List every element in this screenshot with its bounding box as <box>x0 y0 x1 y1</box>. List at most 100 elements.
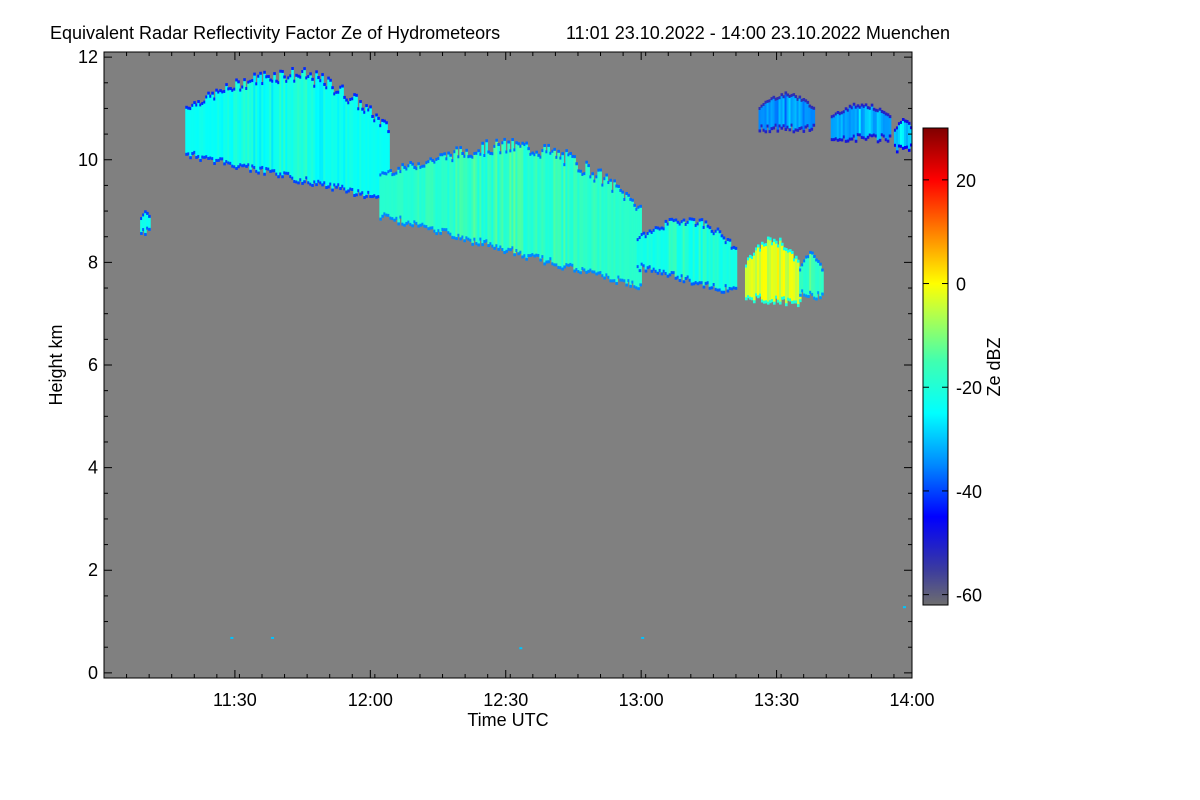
cloud-fringe <box>807 294 810 298</box>
cloud-streak <box>617 186 620 277</box>
cloud-streak <box>782 249 786 298</box>
cloud-fringe <box>790 300 794 304</box>
cloud-fringe <box>399 170 402 174</box>
cloud-fringe <box>403 223 406 227</box>
cloud-streak <box>417 164 420 226</box>
cloud-fringe <box>557 265 560 269</box>
cloud-streak <box>405 169 408 223</box>
cloud-fringe <box>295 180 298 184</box>
cloud-fringe <box>291 176 294 180</box>
cloud-fringe <box>487 150 490 154</box>
cloud-fringe <box>235 166 238 170</box>
cloud-fringe <box>782 296 786 300</box>
cloud-fringe <box>766 236 770 240</box>
cloud-streak <box>819 264 822 298</box>
cloud-streak <box>561 154 564 269</box>
cloud-fringe <box>796 304 800 308</box>
cloud-fringe <box>792 93 796 97</box>
cloud-fringe <box>521 141 524 145</box>
cloud-streak <box>728 240 732 288</box>
cloud-fringe <box>391 217 394 221</box>
cloud-fringe <box>535 150 538 154</box>
cloud-fringe <box>203 100 206 104</box>
cloud-fringe <box>231 164 234 168</box>
cloud-fringe <box>249 79 252 83</box>
cloud-streak <box>317 78 320 181</box>
cloud-fringe <box>197 154 200 158</box>
cloud-fringe <box>281 69 284 73</box>
cloud-streak <box>235 80 238 168</box>
cloud-fringe <box>455 237 458 241</box>
cloud-fringe <box>543 262 546 266</box>
cloud-fringe <box>327 185 330 189</box>
colorbar-tick-label: -40 <box>956 482 982 502</box>
cloud-fringe <box>259 71 262 75</box>
cloud-fringe <box>531 151 534 155</box>
cloud-fringe <box>429 157 432 161</box>
cloud-streak <box>597 170 600 273</box>
cloud-fringe <box>724 284 728 288</box>
cloud-streak <box>708 228 712 288</box>
cloud-fringe <box>499 151 502 155</box>
cloud-fringe <box>746 295 750 299</box>
cloud-fringe <box>868 106 872 110</box>
cloud-fringe <box>391 173 394 177</box>
cloud-streak <box>804 101 808 127</box>
cloud-fringe <box>852 134 856 138</box>
cloud-fringe <box>680 220 684 224</box>
cloud-streak <box>817 261 820 293</box>
cloud-fringe <box>656 271 660 275</box>
cloud-fringe <box>185 152 188 156</box>
cloud-fringe <box>770 299 774 303</box>
cloud-fringe <box>447 151 450 155</box>
cloud-fringe <box>796 259 800 263</box>
cloud-fringe <box>870 134 874 138</box>
cloud-fringe <box>650 230 654 234</box>
cloud-fringe <box>903 146 907 150</box>
cloud-fringe <box>694 281 698 285</box>
cloud-streak <box>539 157 542 260</box>
cloud-fringe <box>531 253 534 257</box>
cloud-fringe <box>367 190 370 194</box>
cloud-fringe <box>907 121 911 125</box>
cloud-streak <box>487 152 490 246</box>
cloud-fringe <box>144 210 147 214</box>
cloud-fringe <box>269 78 272 82</box>
cloud-fringe <box>429 226 432 230</box>
cloud-fringe <box>523 143 526 147</box>
cloud-fringe <box>698 218 702 222</box>
cloud-streak <box>419 167 422 225</box>
cloud-fringe <box>802 129 806 133</box>
cloud-fringe <box>241 164 244 168</box>
cloud-fringe <box>848 104 852 108</box>
cloud-streak <box>477 151 480 245</box>
cloud-fringe <box>187 106 190 110</box>
cloud-fringe <box>217 90 220 94</box>
y-tick-label: 0 <box>88 663 98 683</box>
cloud-fringe <box>359 100 362 104</box>
cloud-fringe <box>768 237 772 241</box>
cloud-fringe <box>670 217 674 221</box>
cloud-fringe <box>627 279 630 283</box>
cloud-streak <box>905 122 909 147</box>
cloud-streak <box>629 199 632 286</box>
cloud-fringe <box>784 91 788 95</box>
cloud-fringe <box>189 107 192 111</box>
cloud-fringe <box>650 269 654 273</box>
cloud-streak <box>581 174 584 269</box>
cloud-fringe <box>329 182 332 186</box>
cloud-fringe <box>758 293 762 297</box>
cloud-fringe <box>878 107 882 111</box>
cloud-fringe <box>569 262 572 266</box>
cloud-fringe <box>698 281 702 285</box>
cloud-fringe <box>603 276 606 280</box>
cloud-streak <box>724 243 728 286</box>
cloud-streak <box>301 72 304 183</box>
cloud-fringe <box>447 231 450 235</box>
cloud-streak <box>383 173 386 214</box>
cloud-streak <box>844 109 848 141</box>
cloud-fringe <box>379 124 382 128</box>
cloud-fringe <box>654 269 658 273</box>
cloud-streak <box>345 100 348 192</box>
cloud-fringe <box>351 188 354 192</box>
